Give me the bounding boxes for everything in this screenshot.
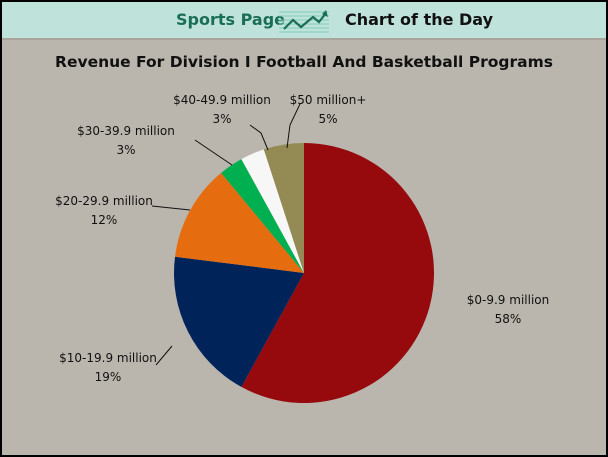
chart-title: Revenue For Division I Football And Bask… (55, 53, 553, 71)
slice-value-label: 5% (318, 112, 337, 126)
chart-of-the-day-label: Chart of the Day (345, 10, 494, 29)
leader-line (151, 205, 191, 211)
pie-slice (221, 159, 304, 273)
brand-title: Sports Page (176, 10, 285, 29)
leader-line (286, 103, 301, 149)
slice-category-label: $30-39.9 million (77, 124, 175, 138)
pie-slice (174, 256, 304, 387)
pie-slice (241, 149, 304, 273)
slice-value-label: 58% (495, 312, 522, 326)
slice-value-label: 3% (212, 112, 231, 126)
trend-chart-icon (279, 10, 329, 33)
pie-slice (241, 143, 434, 403)
slice-category-label: $40-49.9 million (173, 93, 271, 107)
slice-value-label: 12% (91, 213, 118, 227)
leader-line (194, 139, 233, 166)
slice-category-label: $20-29.9 million (55, 194, 153, 208)
pie-slice (263, 143, 304, 273)
header-bar: Sports Page Chart of the Day (2, 2, 606, 40)
slice-category-label: $0-9.9 million (467, 293, 549, 307)
slice-category-label: $10-19.9 million (59, 351, 157, 365)
slice-value-label: 3% (116, 143, 135, 157)
slice-value-label: 19% (95, 370, 122, 384)
leader-line (155, 345, 173, 366)
pie-slice (175, 172, 304, 273)
slice-category-label: $50 million+ (290, 93, 367, 107)
leader-line (249, 124, 269, 151)
